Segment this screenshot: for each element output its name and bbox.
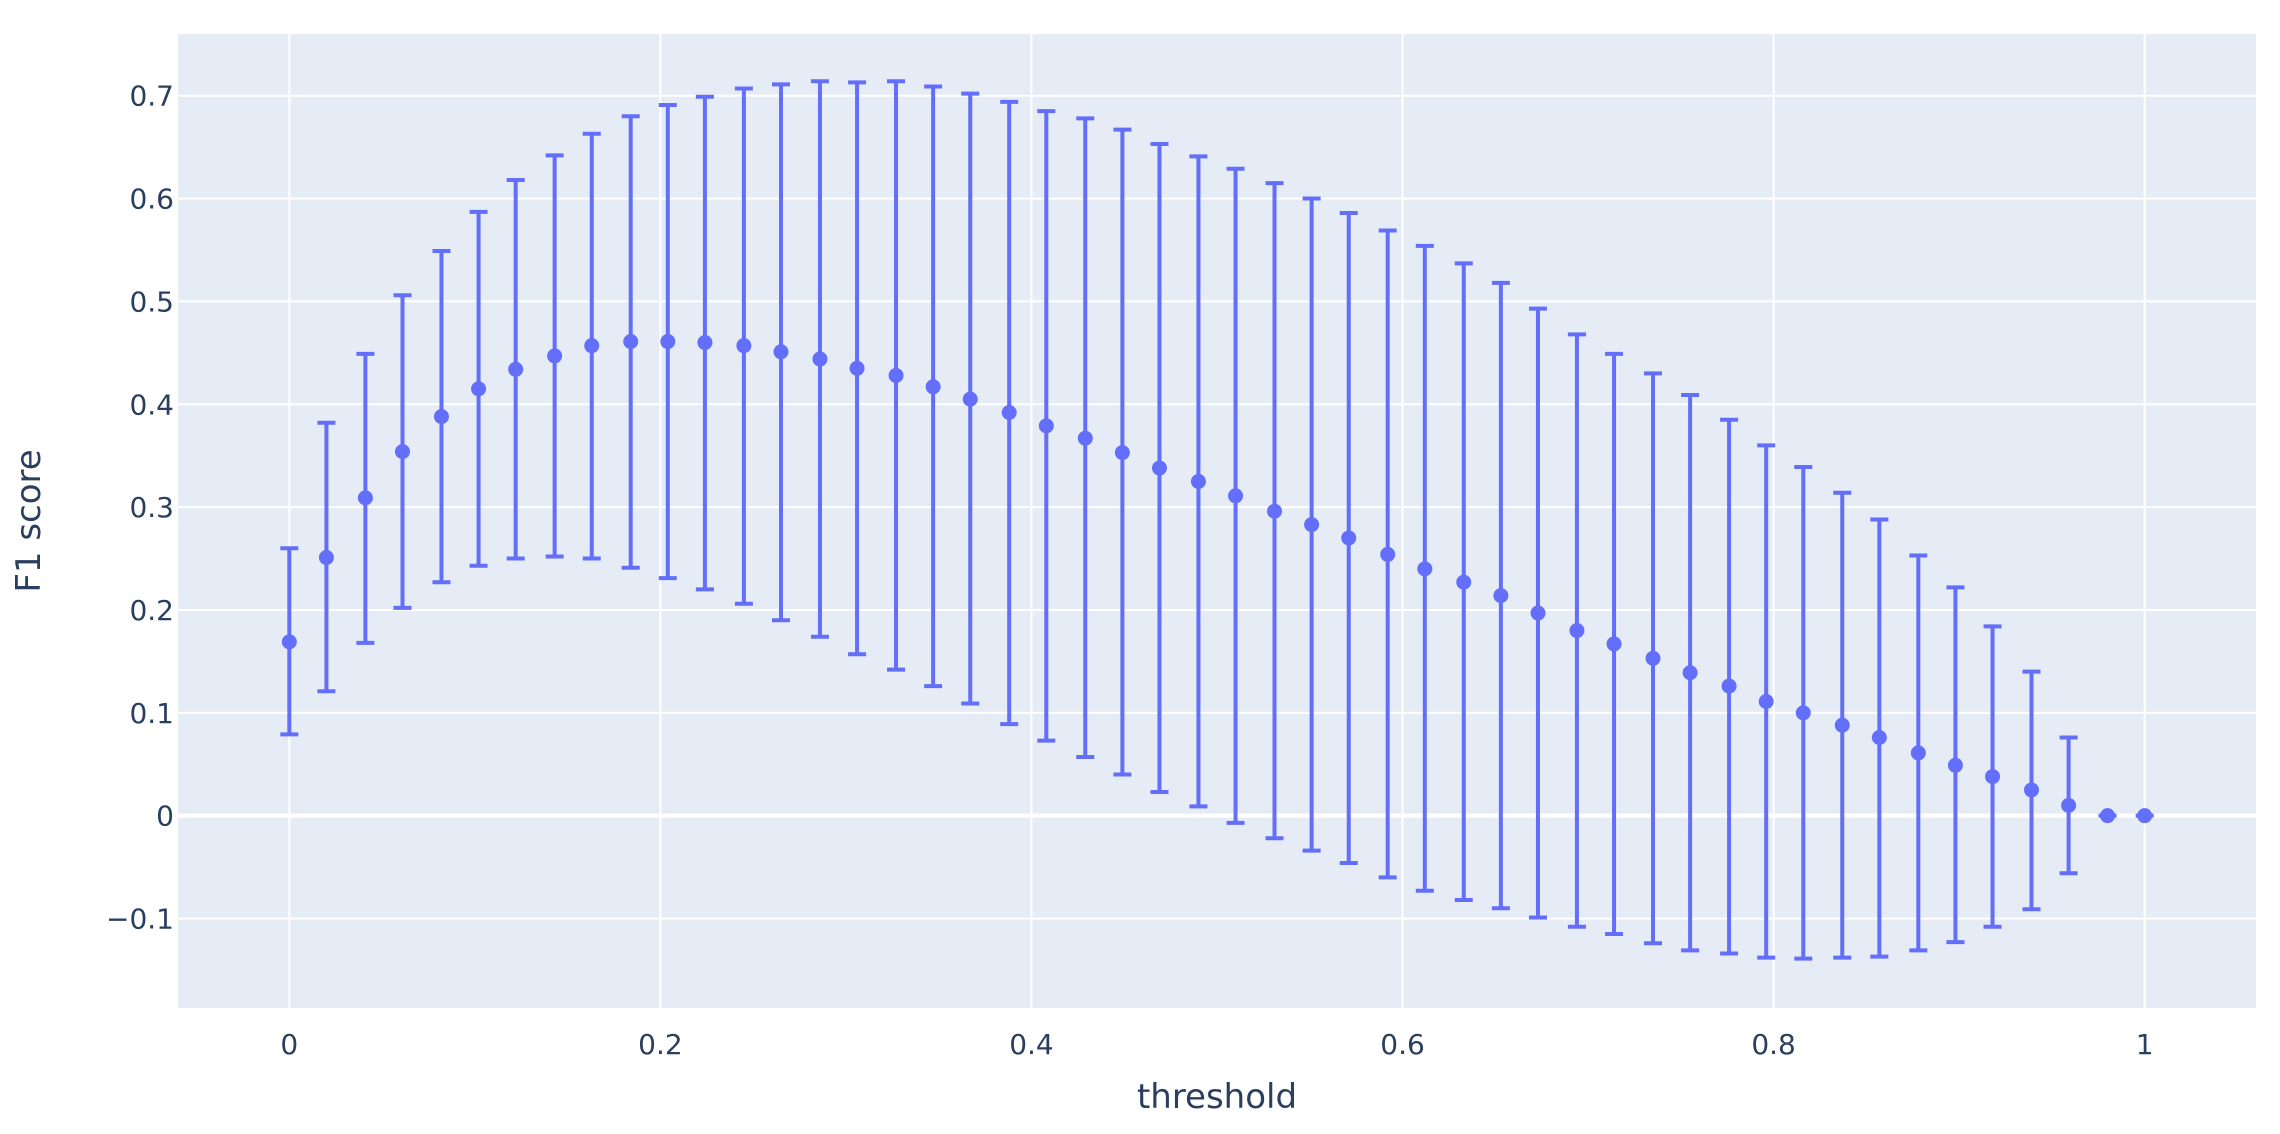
data-point <box>2137 808 2153 824</box>
data-point <box>1114 445 1130 461</box>
data-point <box>1721 678 1737 694</box>
data-point <box>1606 636 1622 652</box>
data-point <box>318 550 334 566</box>
data-point <box>1645 650 1661 666</box>
y-tick-label: 0.5 <box>129 285 174 318</box>
x-tick-labels: 0 0.2 0.4 0.6 0.8 1 <box>280 1028 2153 1061</box>
data-point <box>1947 757 1963 773</box>
data-point <box>697 335 713 351</box>
data-point <box>1758 694 1774 710</box>
plot-area <box>178 34 2256 1008</box>
data-point <box>1417 561 1433 577</box>
y-axis-title: F1 score <box>9 449 49 592</box>
data-point <box>1530 605 1546 621</box>
x-tick-label: 0.8 <box>1751 1028 1796 1061</box>
data-point <box>962 391 978 407</box>
data-point <box>357 490 373 506</box>
data-point <box>1456 574 1472 590</box>
data-point <box>1380 546 1396 562</box>
data-point <box>1985 769 2001 785</box>
y-tick-labels: −0.1 0 0.1 0.2 0.3 0.4 0.5 0.6 0.7 <box>106 80 174 936</box>
data-point <box>433 409 449 425</box>
data-point <box>623 334 639 350</box>
y-tick-label: 0.1 <box>129 697 174 730</box>
data-point <box>1834 717 1850 733</box>
data-point <box>888 367 904 383</box>
data-point <box>1341 530 1357 546</box>
grid-lines <box>178 34 2256 1008</box>
data-point <box>1871 730 1887 746</box>
data-point <box>1077 430 1093 446</box>
data-point <box>2100 808 2116 824</box>
y-tick-label: 0.7 <box>129 80 174 113</box>
data-point <box>584 338 600 354</box>
x-tick-label: 0 <box>280 1028 298 1061</box>
data-point <box>1228 488 1244 504</box>
data-point <box>1795 705 1811 721</box>
data-point <box>2024 782 2040 798</box>
data-point <box>281 634 297 650</box>
data-point <box>1569 623 1585 639</box>
data-point <box>471 381 487 397</box>
data-point <box>660 334 676 350</box>
data-point <box>736 338 752 354</box>
data-point <box>1493 588 1509 604</box>
x-tick-label: 0.2 <box>638 1028 683 1061</box>
data-point <box>2061 797 2077 813</box>
data-point <box>508 361 524 377</box>
data-point <box>1151 460 1167 476</box>
data-point <box>1001 404 1017 420</box>
data-point <box>1682 665 1698 681</box>
y-tick-label: 0 <box>156 800 174 833</box>
data-point <box>925 379 941 395</box>
x-tick-label: 0.6 <box>1380 1028 1425 1061</box>
y-tick-label: 0.3 <box>129 491 174 524</box>
y-tick-label: −0.1 <box>106 903 174 936</box>
data-point <box>849 360 865 376</box>
data-points <box>281 334 2153 824</box>
data-point <box>1190 473 1206 489</box>
data-point <box>1267 503 1283 519</box>
data-point <box>547 348 563 364</box>
data-point <box>394 444 410 460</box>
x-axis-title: threshold <box>1137 1077 1297 1117</box>
data-point <box>773 344 789 360</box>
x-tick-label: 1 <box>2136 1028 2154 1061</box>
y-tick-label: 0.2 <box>129 594 174 627</box>
data-point <box>1910 745 1926 761</box>
data-point <box>812 351 828 367</box>
data-point <box>1038 418 1054 434</box>
y-tick-label: 0.6 <box>129 183 174 216</box>
y-tick-label: 0.4 <box>129 388 174 421</box>
data-point <box>1304 517 1320 533</box>
x-tick-label: 0.4 <box>1009 1028 1054 1061</box>
